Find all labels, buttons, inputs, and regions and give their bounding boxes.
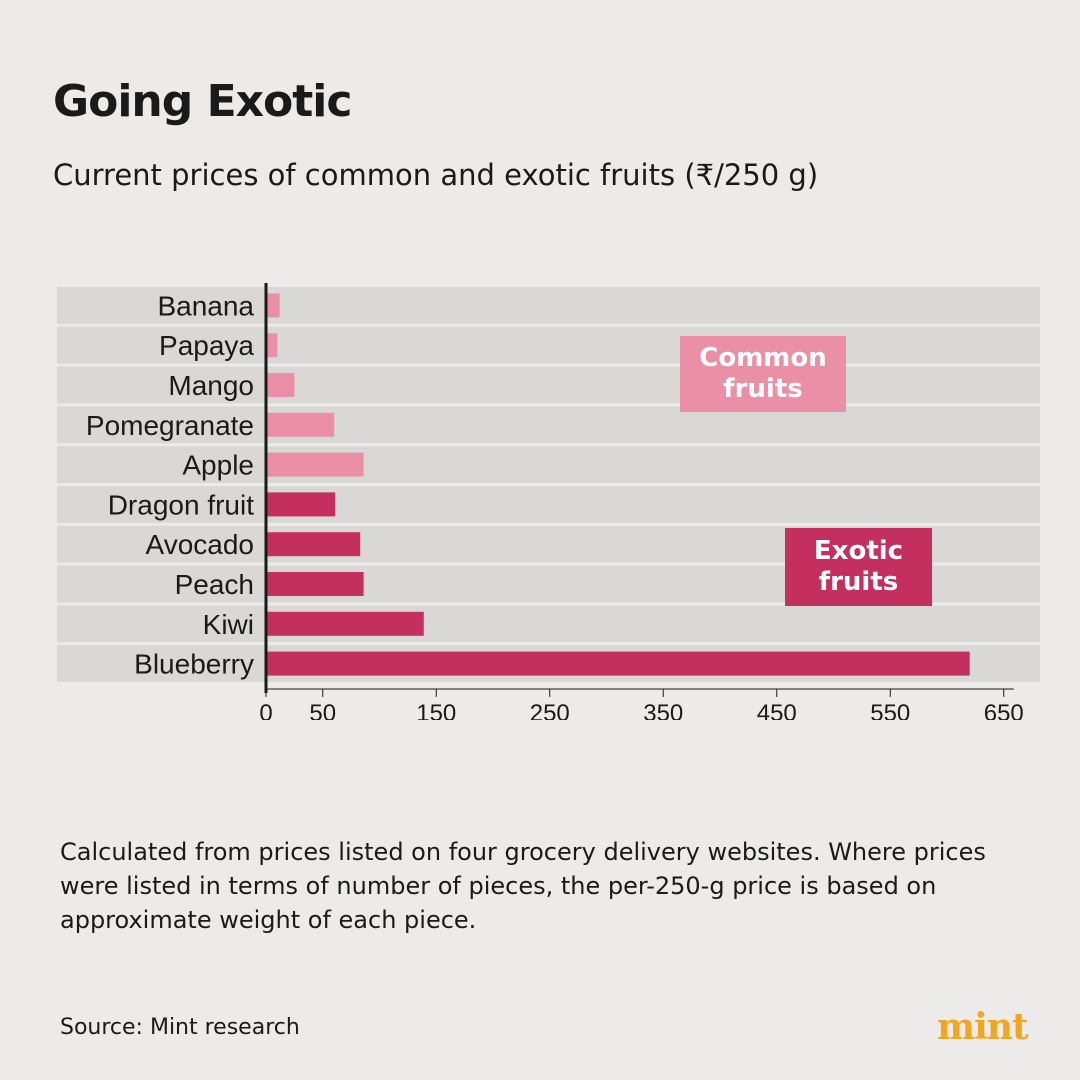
mint-logo: mint bbox=[937, 1006, 1029, 1048]
category-label: Papaya bbox=[159, 330, 254, 361]
source-credit: Source: Mint research bbox=[60, 1015, 300, 1040]
bar-peach bbox=[266, 572, 364, 596]
category-label: Peach bbox=[175, 569, 254, 600]
x-tick-label: 550 bbox=[870, 700, 910, 720]
bar-papaya bbox=[266, 333, 278, 358]
bar-chart-svg: Banana Papaya Mango Pomegranate Apple Dragon … bbox=[57, 283, 1040, 727]
category-label: Kiwi bbox=[203, 609, 254, 640]
row-band bbox=[57, 406, 1040, 444]
chart-subtitle: Current prices of common and exotic frui… bbox=[53, 158, 819, 192]
bar-pomegranate bbox=[266, 412, 335, 437]
category-label: Dragon fruit bbox=[108, 489, 255, 520]
x-tick-label: 650 bbox=[984, 700, 1024, 720]
bar-blueberry bbox=[266, 651, 970, 676]
category-label: Banana bbox=[157, 290, 254, 321]
bar-avocado bbox=[266, 532, 361, 557]
bar-apple bbox=[266, 452, 364, 477]
row-band bbox=[57, 446, 1040, 483]
bar-banana bbox=[266, 293, 280, 318]
category-label: Apple bbox=[182, 450, 254, 481]
row-band bbox=[57, 486, 1040, 523]
row-band bbox=[57, 326, 1040, 364]
exotic-fruits-label-text: Exotic fruits bbox=[813, 536, 904, 597]
category-label: Avocado bbox=[146, 529, 254, 560]
x-tick-label: 450 bbox=[757, 700, 797, 720]
bar-chart: Banana Papaya Mango Pomegranate Apple Dragon … bbox=[0, 270, 1080, 727]
common-fruits-label: Common fruits bbox=[680, 336, 846, 412]
row-band bbox=[57, 287, 1040, 324]
x-tick-label: 150 bbox=[416, 700, 456, 720]
exotic-fruits-label: Exotic fruits bbox=[785, 528, 932, 606]
category-label: Mango bbox=[168, 370, 254, 401]
footnote: Calculated from prices listed on four gr… bbox=[60, 838, 986, 934]
x-tick-label: 250 bbox=[530, 700, 570, 720]
category-label: Blueberry bbox=[134, 649, 254, 680]
category-label: Pomegranate bbox=[86, 410, 254, 441]
bar-dragon-fruit bbox=[266, 492, 336, 517]
bar-mango bbox=[266, 373, 295, 397]
bar-kiwi bbox=[266, 611, 424, 636]
common-fruits-label-text: Common fruits bbox=[699, 343, 827, 404]
row-band bbox=[57, 366, 1040, 404]
x-tick-label: 50 bbox=[309, 700, 336, 720]
chart-title: Going Exotic bbox=[53, 76, 352, 127]
row-band bbox=[57, 605, 1040, 643]
x-tick-label: 350 bbox=[643, 700, 683, 720]
x-tick-label: 0 bbox=[259, 700, 272, 720]
